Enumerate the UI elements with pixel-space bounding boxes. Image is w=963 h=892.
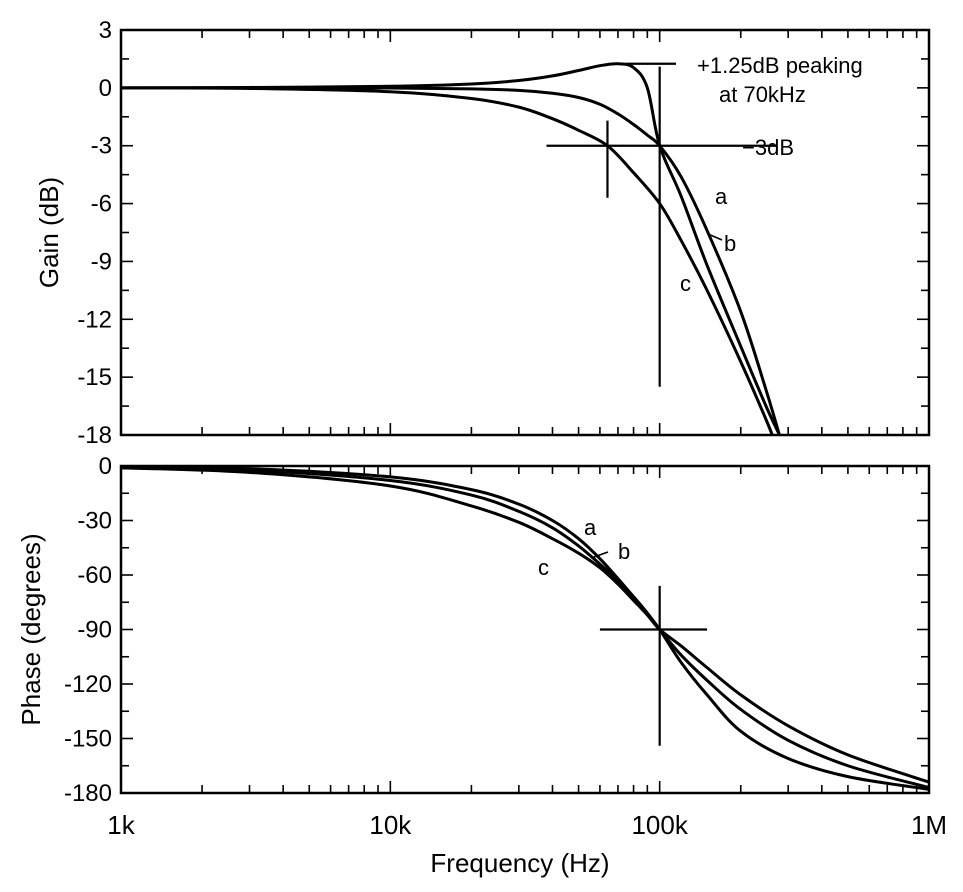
x-tick-label: 1M xyxy=(911,810,947,840)
phase-panel: 0 -30 -60 -90 -120 -150 -180 Phase (degrees) ab c… xyxy=(16,453,947,840)
gain-y-tick-label: -6 xyxy=(91,191,112,218)
gain-curve-a xyxy=(121,62,782,435)
phase-y-tick-label: -30 xyxy=(77,508,112,535)
phase-y-tick-label: -150 xyxy=(64,726,112,753)
gain-y-tick-label: -9 xyxy=(91,248,112,275)
gain-curve-c xyxy=(121,86,774,435)
peaking-annotation-line2: at 70kHz xyxy=(719,82,806,107)
phase-curve-c xyxy=(121,466,929,784)
gain-curve-b-leader xyxy=(707,233,723,241)
x-tick-label: 10k xyxy=(369,810,412,840)
x-axis-title: Frequency (Hz) xyxy=(430,848,609,878)
minus3db-annotation: −3dB xyxy=(742,135,794,160)
gain-y-tick-label: -3 xyxy=(91,133,112,160)
gain-y-axis-title: Gain (dB) xyxy=(34,177,64,288)
gain-curve-label-b: b xyxy=(724,231,736,256)
phase-y-tick-label: -180 xyxy=(64,780,112,807)
gain-y-tick-label: -12 xyxy=(77,306,112,333)
phase-curve-label-a: a xyxy=(584,515,597,540)
phase-curve-label-b: b xyxy=(618,539,630,564)
phase-curve-label-c: c xyxy=(538,555,549,580)
phase-curve-b xyxy=(121,466,929,789)
phase-y-tick-label: -120 xyxy=(64,671,112,698)
gain-y-tick-label: 0 xyxy=(99,75,112,102)
phase-y-tick-label: -60 xyxy=(77,562,112,589)
gain-curves xyxy=(121,62,782,435)
phase-y-axis-title: Phase (degrees) xyxy=(16,533,46,725)
x-tick-label: 100k xyxy=(631,810,688,840)
gain-y-tick-label: 3 xyxy=(99,17,112,44)
phase-y-tick-label: 0 xyxy=(99,453,112,480)
phase-y-tick-label: -90 xyxy=(77,617,112,644)
phase-curves xyxy=(121,466,929,791)
gain-y-tick-label: -15 xyxy=(77,364,112,391)
peaking-annotation-line1: +1.25dB peaking xyxy=(697,53,863,78)
gain-curve-label-a: a xyxy=(715,184,728,209)
phase-curve-b-leader xyxy=(593,551,609,558)
gain-panel: 3 0 -3 -6 -9 -12 -15 -18 Gain (dB) +1.25dB peakin… xyxy=(34,17,931,449)
x-tick-label: 1k xyxy=(107,810,135,840)
gain-y-tick-label: -18 xyxy=(77,422,112,449)
gain-curve-label-c: c xyxy=(680,271,691,296)
gain-curve-b xyxy=(121,86,781,435)
